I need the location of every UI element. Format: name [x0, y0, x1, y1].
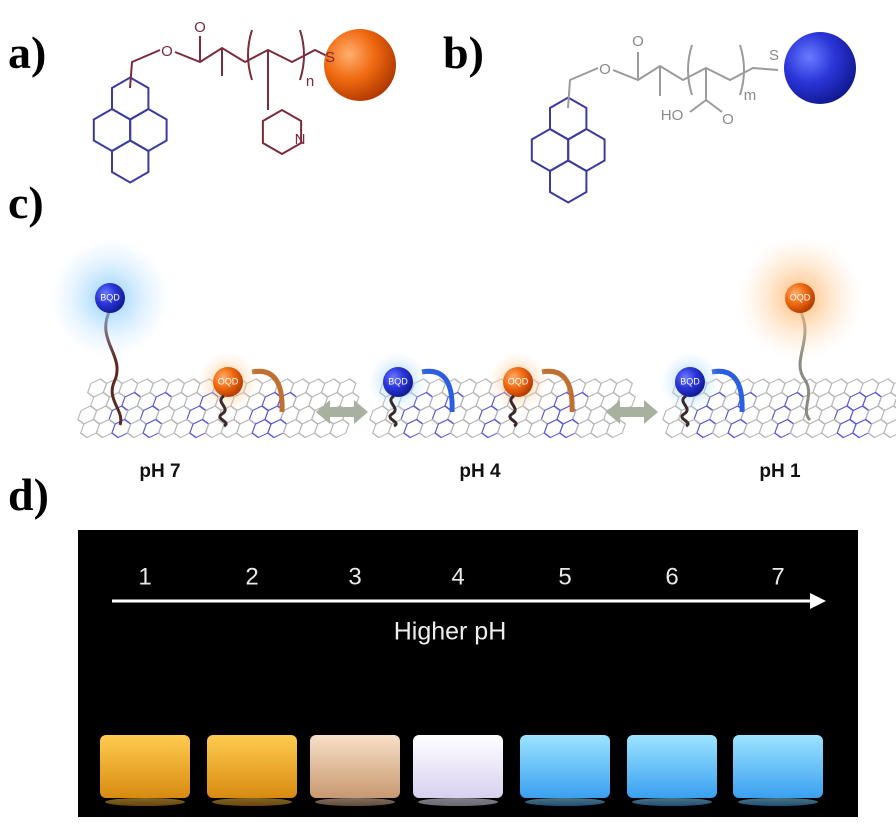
bracket	[687, 44, 745, 96]
coiled-tether	[218, 394, 228, 428]
bond	[705, 99, 723, 113]
coiled-tether	[680, 394, 690, 428]
atom-label: O	[161, 43, 173, 60]
bracket	[247, 29, 305, 81]
vial	[413, 735, 503, 798]
panel-label: b)	[443, 27, 484, 78]
atom-label: O	[599, 61, 611, 78]
quantum-dot	[213, 367, 243, 397]
vial	[627, 735, 717, 798]
graphene-cell	[890, 378, 896, 398]
atom-label: m	[744, 87, 757, 104]
vial	[310, 735, 400, 798]
qd-label: OQD	[218, 376, 239, 386]
chain	[612, 64, 779, 82]
vial-number: 6	[665, 563, 678, 590]
vial-reflection	[632, 798, 712, 806]
vial	[100, 735, 190, 798]
vial-reflection	[105, 798, 185, 806]
qd-label: BQD	[388, 376, 408, 386]
vial	[733, 735, 823, 798]
vial-number: 5	[558, 563, 571, 590]
vial-number: 3	[348, 563, 361, 590]
coiled-tether	[508, 394, 518, 428]
vial	[207, 735, 297, 798]
double-arrow	[316, 400, 368, 424]
ph-label: pH 4	[459, 461, 501, 482]
vial-reflection	[418, 798, 498, 806]
nanoparticle	[784, 32, 856, 104]
vial-number: 7	[771, 563, 784, 590]
vial-reflection	[525, 798, 605, 806]
vial-number: 1	[138, 563, 151, 590]
vial-reflection	[212, 798, 292, 806]
pyridine-ring	[261, 108, 303, 156]
ph-label: pH 1	[759, 461, 801, 482]
coiled-tether	[388, 394, 398, 428]
ph-label: pH 7	[139, 461, 180, 482]
qd-label: BQD	[680, 376, 700, 386]
vial-number: 2	[245, 563, 258, 590]
vial	[520, 735, 610, 798]
pyrene-ring	[549, 159, 588, 204]
graphene-sheet	[662, 378, 896, 439]
quantum-dot	[675, 367, 705, 397]
qd-label: BQD	[100, 292, 120, 302]
atom-label: O	[194, 19, 206, 36]
arrow-head	[810, 593, 826, 609]
chain	[129, 49, 161, 89]
atom-label: O	[722, 111, 734, 128]
transfer-arrow	[421, 368, 455, 413]
vial-reflection	[738, 798, 818, 806]
quantum-dot	[383, 367, 413, 397]
atom-label: S	[325, 49, 335, 66]
quantum-dot	[95, 283, 125, 313]
atom-label: n	[306, 73, 314, 90]
panel-label: a)	[8, 27, 46, 78]
atom-label: HO	[661, 107, 684, 124]
vial-number: 4	[451, 563, 464, 590]
graphene-cell	[883, 418, 896, 439]
chain	[567, 67, 599, 109]
arrow-label: Higher pH	[394, 618, 507, 646]
double-arrow	[606, 400, 658, 424]
qd-label: OQD	[508, 376, 529, 386]
pyrene-ring	[111, 139, 150, 184]
qd-label: OQD	[790, 292, 811, 302]
quantum-dot	[503, 367, 533, 397]
transfer-arrow	[251, 368, 285, 413]
chain	[174, 46, 336, 64]
graphene-cell	[605, 418, 627, 439]
transfer-arrow	[541, 368, 575, 413]
graphene-cell	[329, 418, 350, 439]
nanoparticle	[324, 29, 396, 101]
quantum-dot	[785, 283, 815, 313]
panel-label: d)	[8, 469, 49, 520]
atom-label: S	[769, 47, 779, 64]
atom-label: N	[295, 131, 306, 148]
atom-label: O	[632, 33, 644, 50]
vial-reflection	[315, 798, 395, 806]
panel-label: c)	[8, 177, 44, 228]
